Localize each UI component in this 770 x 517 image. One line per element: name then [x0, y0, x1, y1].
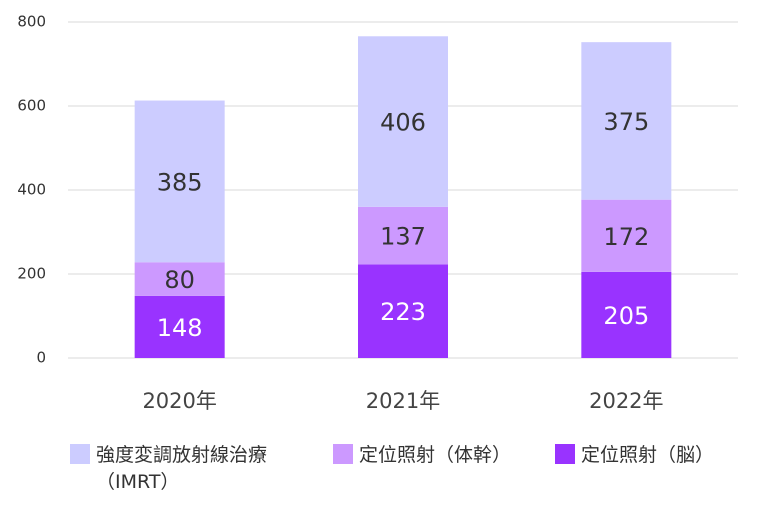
legend-label: 定位照射（体幹）	[359, 444, 512, 466]
x-tick-label: 2022年	[589, 389, 663, 413]
data-label: 205	[603, 302, 649, 330]
legend-swatch	[70, 444, 90, 464]
bar-segment	[581, 42, 672, 200]
x-tick-label: 2021年	[366, 389, 440, 413]
legend-item: 強度変調放射線治療（IMRT）	[70, 440, 333, 494]
bar-segment	[134, 262, 225, 296]
data-label: 148	[157, 314, 203, 342]
legend-item: 定位照射（体幹）	[333, 440, 555, 494]
bar-segment	[358, 206, 448, 265]
data-label: 385	[157, 168, 203, 196]
bar-segment	[358, 264, 448, 358]
bar-segment	[358, 36, 448, 207]
data-label: 375	[603, 108, 649, 136]
x-tick-label: 2020年	[142, 389, 216, 413]
y-tick-label: 800	[17, 13, 46, 31]
bar-segment	[581, 271, 672, 358]
y-tick-label: 200	[17, 265, 46, 283]
data-label: 406	[380, 109, 426, 137]
bar-segment	[581, 199, 672, 272]
legend: 強度変調放射線治療（IMRT） 定位照射（体幹） 定位照射（脳）	[70, 440, 755, 494]
data-label: 223	[380, 298, 426, 326]
legend-label: 定位照射（脳）	[581, 444, 715, 466]
data-label: 172	[603, 223, 649, 251]
legend-swatch	[333, 444, 353, 464]
chart: 0 200 400 600 800 2020年 148 80 385 2021年 223 137 406…	[17, 13, 738, 413]
y-tick-label: 0	[36, 349, 46, 367]
legend-label: 強度変調放射線治療（IMRT）	[96, 444, 268, 493]
legend-item: 定位照射（脳）	[555, 440, 755, 494]
bar-segment	[134, 100, 225, 263]
y-tick-label: 400	[17, 181, 46, 199]
y-tick-label: 600	[17, 97, 46, 115]
data-label: 80	[164, 266, 195, 294]
legend-swatch	[555, 444, 575, 464]
bar-segment	[134, 295, 225, 358]
data-label: 137	[380, 223, 426, 251]
